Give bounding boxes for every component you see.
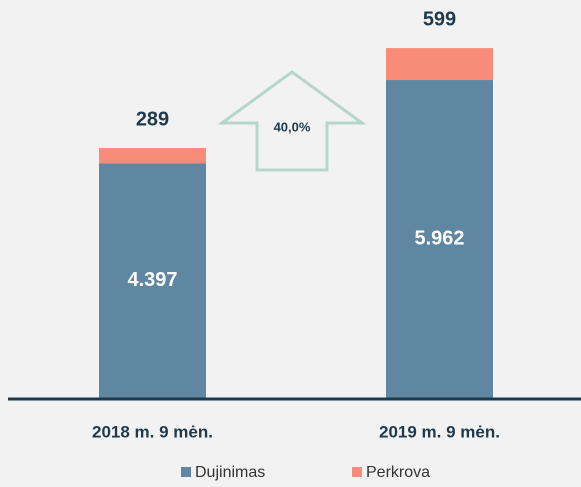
bar-segment (386, 48, 493, 81)
x-tick-label: 2018 m. 9 mėn. (92, 422, 213, 441)
legend-swatch (352, 467, 362, 477)
legend-label: Dujinimas (195, 464, 265, 481)
bar-segment (386, 80, 493, 398)
legend-label: Perkrova (366, 464, 430, 481)
value-label: 5.962 (414, 227, 464, 249)
bar-segment (99, 148, 206, 164)
value-label: 599 (423, 8, 456, 30)
value-label: 289 (136, 108, 169, 130)
annotation: 40,0% (274, 119, 311, 134)
x-tick-label: 2019 m. 9 mėn. (379, 422, 500, 441)
legend-swatch (181, 467, 191, 477)
value-label: 4.397 (127, 269, 177, 291)
growth-arrow (217, 70, 367, 172)
bar-segment (99, 163, 206, 398)
